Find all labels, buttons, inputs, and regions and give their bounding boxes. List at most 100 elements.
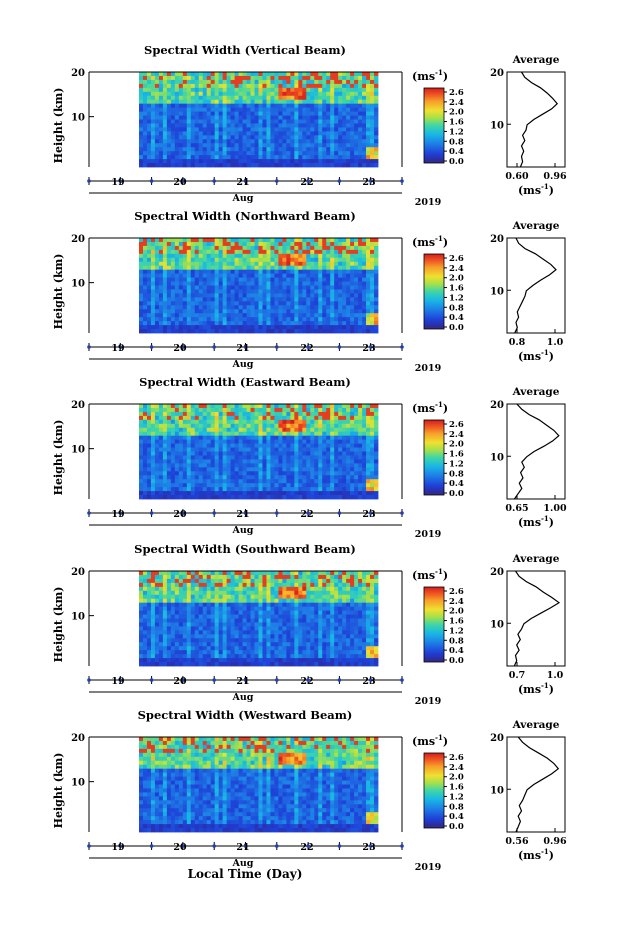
heatmap-cell bbox=[318, 99, 323, 105]
heatmap-cell bbox=[186, 301, 192, 306]
heatmap-cell bbox=[139, 253, 144, 259]
heatmap-cell bbox=[218, 297, 224, 302]
heatmap-cell bbox=[139, 606, 144, 611]
heatmap-cell bbox=[250, 238, 255, 243]
heatmap-cell bbox=[350, 139, 355, 144]
heatmap-cell bbox=[338, 245, 343, 251]
heatmap-cell bbox=[354, 253, 359, 259]
heatmap-cell bbox=[146, 578, 152, 584]
average-y-tick: 10 bbox=[490, 452, 504, 463]
heatmap-cell bbox=[338, 135, 343, 140]
colorbar-tick-label: 0.4 bbox=[449, 313, 464, 323]
heatmap-cell bbox=[198, 329, 204, 334]
heatmap-cell bbox=[230, 419, 235, 425]
heatmap-cell bbox=[338, 265, 343, 271]
heatmap-cell bbox=[354, 317, 359, 322]
heatmap-cell bbox=[258, 265, 263, 271]
heatmap-cell bbox=[218, 415, 224, 421]
heatmap-cell bbox=[214, 95, 220, 101]
heatmap-cell bbox=[354, 127, 359, 132]
heatmap-cell bbox=[202, 269, 208, 275]
heatmap-cell bbox=[210, 447, 216, 452]
heatmap-cell bbox=[186, 423, 192, 429]
heatmap-cell bbox=[139, 249, 144, 255]
heatmap-cell bbox=[226, 269, 232, 275]
heatmap-cell bbox=[350, 115, 355, 120]
heatmap-cell bbox=[190, 443, 196, 448]
colorbar-unit-base: (ms bbox=[412, 236, 435, 249]
colorbar-unit: (ms-1) bbox=[412, 234, 448, 249]
heatmap-cell bbox=[266, 261, 271, 267]
heatmap-cell bbox=[330, 447, 335, 452]
heatmap-cell bbox=[266, 155, 271, 160]
heatmap-cell bbox=[166, 75, 172, 81]
heatmap-cell bbox=[242, 253, 247, 259]
heatmap-cell bbox=[222, 107, 228, 112]
heatmap-cell bbox=[150, 115, 156, 120]
heatmap-cell bbox=[286, 313, 291, 318]
heatmap-cell bbox=[162, 419, 168, 425]
heatmap-cell bbox=[330, 495, 335, 500]
heatmap-cell bbox=[182, 83, 188, 89]
average-frame bbox=[506, 237, 566, 334]
heatmap-cell bbox=[242, 404, 247, 409]
heatmap-cell bbox=[246, 487, 251, 492]
heatmap-cell bbox=[190, 309, 196, 314]
heatmap-cell bbox=[214, 75, 220, 81]
heatmap-cell bbox=[238, 269, 243, 275]
heatmap-cell bbox=[182, 143, 188, 148]
heatmap-cell bbox=[262, 159, 267, 164]
heatmap-cell bbox=[310, 257, 315, 263]
heatmap-cell bbox=[318, 431, 323, 437]
heatmap-cell bbox=[314, 163, 319, 168]
heatmap-cell bbox=[358, 487, 363, 492]
heatmap-cell bbox=[374, 293, 379, 298]
heatmap-cell bbox=[258, 487, 263, 492]
heatmap-cell bbox=[362, 269, 367, 275]
heatmap-cell bbox=[310, 91, 315, 97]
heatmap-cell bbox=[370, 245, 375, 251]
heatmap-cell bbox=[146, 471, 152, 476]
heatmap-cell bbox=[302, 451, 307, 456]
heatmap-cell bbox=[374, 269, 379, 275]
heatmap-cell bbox=[306, 127, 311, 132]
heatmap-cell bbox=[242, 495, 247, 500]
heatmap-cell bbox=[374, 79, 379, 85]
heatmap-cell bbox=[270, 269, 275, 275]
heatmap-cell bbox=[206, 411, 212, 417]
heatmap-cell bbox=[226, 423, 232, 429]
heatmap-cell bbox=[370, 483, 375, 488]
heatmap-cell bbox=[178, 650, 184, 655]
heatmap-cell bbox=[346, 103, 351, 109]
heatmap-cell bbox=[310, 451, 315, 456]
heatmap-cell bbox=[250, 131, 255, 136]
heatmap-cell bbox=[166, 119, 172, 124]
heatmap-cell bbox=[298, 241, 303, 247]
heatmap-cell bbox=[162, 658, 168, 663]
heatmap-cell bbox=[350, 297, 355, 302]
heatmap-cell bbox=[342, 269, 347, 275]
heatmap-cell bbox=[298, 423, 303, 429]
heatmap-cell bbox=[174, 99, 180, 105]
heatmap-cell bbox=[166, 155, 172, 160]
heatmap-cell bbox=[342, 467, 347, 472]
heatmap-cell bbox=[310, 435, 315, 441]
heatmap-cell bbox=[194, 658, 200, 663]
heatmap-cell bbox=[178, 257, 184, 263]
heatmap-cell bbox=[294, 419, 299, 425]
heatmap-cell bbox=[238, 72, 243, 77]
heatmap-cell bbox=[242, 419, 247, 425]
heatmap-cell bbox=[306, 411, 311, 417]
heatmap-cell bbox=[286, 261, 291, 267]
heatmap-cell bbox=[158, 115, 164, 120]
heatmap-cell bbox=[238, 253, 243, 259]
heatmap-cell bbox=[338, 321, 343, 326]
heatmap-cell bbox=[230, 269, 235, 275]
heatmap-cell bbox=[278, 479, 283, 484]
heatmap-cell bbox=[374, 289, 379, 294]
heatmap-cell bbox=[154, 487, 160, 492]
heatmap-cell bbox=[139, 495, 144, 500]
heatmap-cell bbox=[142, 427, 148, 433]
heatmap-cell bbox=[326, 261, 331, 267]
heatmap-cell bbox=[350, 127, 355, 132]
